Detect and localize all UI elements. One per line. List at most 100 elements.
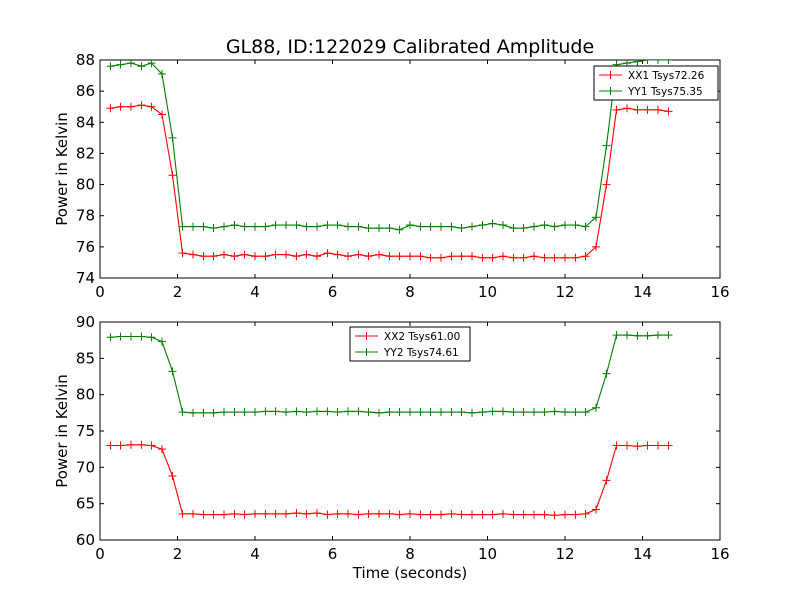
data-point-marker [468,510,476,519]
data-point-marker [137,101,146,110]
y-tick-label: 80 [76,386,95,404]
y-tick-label: 78 [76,207,95,225]
x-tick-label: 4 [250,283,260,301]
data-point-marker [540,221,549,230]
data-point-marker [127,102,135,111]
data-point-marker [240,510,249,519]
data-point-marker [230,252,239,261]
data-point-marker [147,333,156,342]
data-point-marker [354,222,363,231]
x-tick-label: 2 [173,283,183,301]
data-point-marker [375,250,383,259]
data-point-marker [581,252,590,261]
data-point-marker [488,510,497,519]
data-point-marker [519,253,528,262]
data-point-marker [426,222,435,231]
x-tick-label: 16 [710,545,729,563]
data-point-marker [323,407,332,416]
series-group [106,60,673,262]
legend-marker [362,348,371,356]
data-point-marker [230,408,239,417]
data-point-marker [354,510,363,519]
data-point-marker [509,253,518,262]
data-point-marker [519,224,528,233]
x-tick-label: 16 [710,283,729,301]
data-point-marker [364,509,373,518]
data-point-marker [488,253,497,262]
data-point-marker [220,222,228,231]
data-point-marker [530,510,538,519]
data-point-marker [251,408,259,417]
legend-box [593,65,719,101]
data-point-marker [189,250,197,259]
y-tick-label: 70 [76,458,95,476]
x-tick-label: 12 [555,545,574,563]
data-point-marker [116,102,125,111]
data-point-marker [282,250,290,259]
data-point-marker [499,221,507,230]
x-tick-label: 14 [633,283,652,301]
legend: XX1 Tsys72.26 YY1 Tsys75.35 [593,65,719,101]
data-point-marker [478,408,487,417]
data-point-marker [602,369,611,378]
data-point-marker [261,509,270,518]
chart-2-y-axis-label: Power in Kelvin [53,374,71,488]
data-point-marker [251,509,259,518]
data-point-marker [426,253,435,262]
data-point-marker [344,222,352,231]
data-point-marker [158,70,166,79]
y-tick-label: 85 [76,349,95,367]
data-point-marker [612,441,621,450]
data-point-marker [158,445,166,454]
data-point-marker [168,133,177,142]
data-point-marker [519,408,528,417]
data-point-marker [592,505,600,514]
data-point-marker [550,222,559,231]
chart-1-plot-area: 0 2 4 6 8 10 12 14 16 74 76 78 80 82 84 86 88 XX1 Tsys72.… [76,51,730,301]
legend-label: YY1 Tsys75.35 [627,86,703,98]
y-tick-label: 65 [76,495,95,513]
data-point-marker [540,253,549,262]
data-point-marker [561,253,569,262]
data-point-marker [271,221,280,230]
data-point-marker [561,221,569,230]
data-point-marker [271,407,280,416]
data-point-marker [581,222,590,231]
data-point-marker [457,252,466,261]
data-point-marker [406,221,414,230]
data-point-marker [643,441,652,450]
data-point-marker [147,60,156,68]
y-tick-label: 74 [76,269,95,287]
data-point-marker [592,403,600,412]
data-point-marker [643,331,652,340]
data-point-marker [106,62,115,71]
data-point-marker [385,224,394,233]
data-point-marker [333,250,342,259]
data-point-marker [530,222,538,231]
data-point-marker [426,408,435,417]
data-point-marker [499,252,507,261]
data-point-marker [623,331,631,340]
data-point-marker [240,250,249,259]
data-point-marker [488,219,497,228]
y-tick-label: 75 [76,422,95,440]
data-point-marker [561,510,569,519]
data-point-marker [395,225,404,234]
data-point-marker [654,60,662,64]
data-point-marker [158,110,166,119]
data-point-marker [550,511,559,520]
data-point-marker [499,407,507,416]
data-point-marker [261,222,270,231]
data-point-marker [302,222,311,231]
legend-box [349,326,471,362]
data-point-marker [158,337,166,346]
data-point-marker [602,141,611,150]
data-point-marker [375,509,383,518]
y-tick-label: 76 [76,238,95,256]
data-point-marker [333,221,342,230]
data-point-marker [106,104,115,113]
legend-label: YY2 Tsys74.61 [383,347,459,359]
data-point-marker [643,60,652,64]
